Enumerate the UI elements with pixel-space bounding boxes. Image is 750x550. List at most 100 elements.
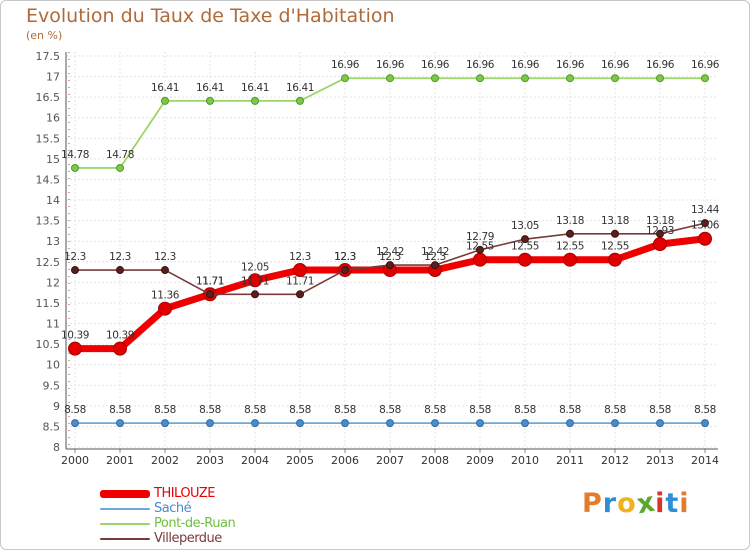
x-tick-label: 2009 (466, 454, 494, 467)
data-point (116, 163, 124, 172)
data-label: 12.3 (154, 251, 176, 263)
data-point (521, 419, 529, 428)
data-label: 12.55 (511, 241, 539, 253)
data-point (431, 419, 439, 428)
data-point (161, 266, 169, 275)
data-label: 12.3 (289, 251, 311, 263)
y-tick-label: 14.5 (36, 173, 61, 186)
data-point (158, 301, 172, 316)
data-label: 16.41 (241, 82, 269, 94)
data-point (476, 245, 484, 254)
data-point (296, 419, 304, 428)
x-tick-label: 2001 (106, 454, 134, 467)
data-label: 11.71 (196, 275, 224, 287)
data-label: 8.58 (154, 404, 176, 416)
data-label: 8.58 (244, 404, 266, 416)
y-tick-label: 16.5 (36, 91, 61, 104)
data-label: 8.58 (64, 404, 86, 416)
data-point (656, 74, 664, 83)
data-point (206, 290, 214, 299)
legend-swatch (100, 522, 150, 525)
data-label: 12.42 (421, 246, 449, 258)
data-label: 12.93 (646, 225, 674, 237)
x-tick-label: 2008 (421, 454, 449, 467)
data-label: 8.58 (469, 404, 491, 416)
data-label: 8.58 (559, 404, 581, 416)
data-label: 8.58 (604, 404, 626, 416)
data-label: 16.96 (556, 59, 585, 71)
data-point (656, 419, 664, 428)
y-tick-label: 10.5 (36, 338, 61, 351)
logo-letter: P (582, 488, 603, 519)
data-point (251, 419, 259, 428)
data-point (518, 252, 532, 267)
series-villeperdue (71, 219, 709, 299)
data-point (566, 229, 574, 238)
data-point (296, 290, 304, 299)
data-label: 14.78 (106, 149, 134, 161)
legend-item-thilouze: THILOUZE (100, 486, 235, 501)
y-tick-label: 16 (46, 112, 60, 125)
data-label: 12.42 (376, 246, 404, 258)
x-tick-label: 2007 (376, 454, 404, 467)
data-point (161, 419, 169, 428)
data-label: 13.18 (601, 215, 629, 227)
chart-title: Evolution du Taux de Taxe d'Habitation (26, 5, 395, 27)
data-label: 8.58 (334, 404, 356, 416)
legend-swatch (100, 489, 150, 498)
logo-letter: t (665, 488, 680, 519)
legend-item-sache: Saché (100, 501, 235, 516)
data-label: 12.3 (109, 251, 131, 263)
data-point (566, 74, 574, 83)
data-label: 12.3 (424, 251, 446, 263)
x-tick-label: 2004 (241, 454, 269, 467)
data-label: 12.05 (241, 261, 269, 273)
y-tick-label: 13.5 (36, 215, 61, 228)
data-label: 12.3 (379, 251, 401, 263)
data-point (386, 261, 394, 270)
data-label: 12.55 (556, 241, 584, 253)
y-tick-label: 10 (46, 359, 60, 372)
data-label: 11.71 (241, 275, 269, 287)
x-tick-label: 2000 (61, 454, 89, 467)
x-tick-label: 2005 (286, 454, 314, 467)
y-tick-label: 11.5 (36, 297, 61, 310)
y-tick-label: 13 (46, 235, 60, 248)
data-point (113, 341, 127, 356)
y-tick-label: 9 (53, 400, 60, 413)
y-tick-label: 15.5 (36, 132, 61, 145)
data-point (698, 231, 712, 246)
data-label: 11.36 (151, 290, 180, 302)
data-label: 8.58 (694, 404, 716, 416)
x-tick-label: 2014 (691, 454, 719, 467)
data-label: 16.41 (286, 82, 314, 94)
data-label: 16.96 (691, 59, 720, 71)
data-point (701, 74, 709, 83)
logo-letter: r (602, 488, 618, 519)
data-label: 8.58 (514, 404, 536, 416)
data-label: 8.58 (649, 404, 671, 416)
data-label: 8.58 (199, 404, 221, 416)
data-label: 12.3 (334, 251, 356, 263)
logo-letter: i (655, 488, 666, 519)
data-label: 16.41 (151, 82, 179, 94)
data-label: 14.78 (61, 149, 89, 161)
legend-item-villeperdue: Villeperdue (100, 531, 235, 546)
x-tick-label: 2006 (331, 454, 359, 467)
y-tick-label: 8 (53, 441, 60, 454)
data-point (656, 229, 664, 238)
data-label: 16.96 (376, 59, 405, 71)
data-point (293, 263, 307, 278)
data-point (521, 74, 529, 83)
data-point (296, 96, 304, 105)
data-point (71, 266, 79, 275)
series-pont-de-ruan (71, 74, 709, 172)
y-tick-label: 17 (46, 71, 60, 84)
data-point (386, 419, 394, 428)
series-sache (71, 419, 709, 428)
data-label: 12.79 (466, 231, 494, 243)
data-point (68, 341, 82, 356)
data-label: 8.58 (379, 404, 401, 416)
data-point (431, 74, 439, 83)
data-point (701, 419, 709, 428)
